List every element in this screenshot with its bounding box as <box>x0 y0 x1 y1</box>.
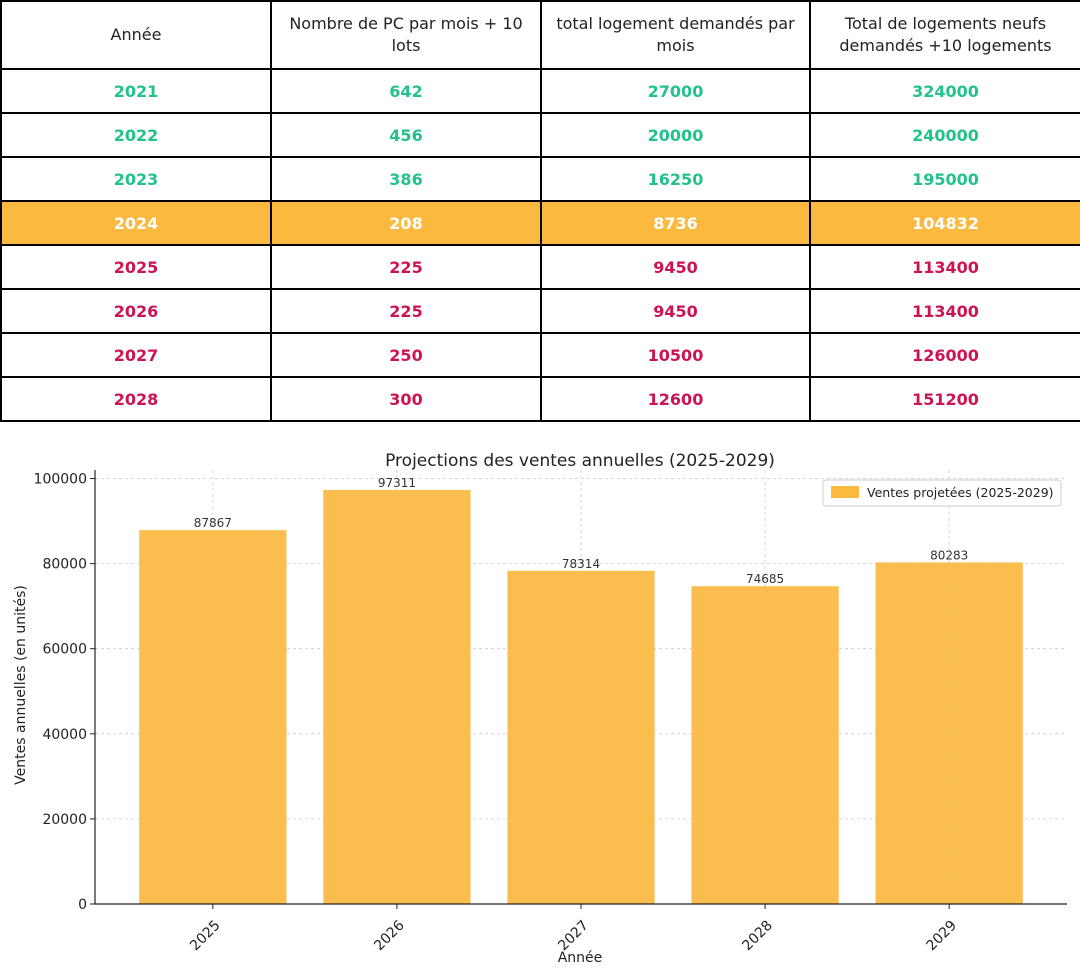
table-header-row: Année Nombre de PC par mois + 10 lots to… <box>0 0 1080 70</box>
header-pc-per-month: Nombre de PC par mois + 10 lots <box>270 0 542 70</box>
cell-new-housing-total: 240000 <box>809 112 1080 158</box>
bar-value-label: 80283 <box>930 548 968 562</box>
cell-new-housing-total: 113400 <box>809 244 1080 290</box>
bar-value-label: 74685 <box>746 572 784 586</box>
y-tick-label: 100000 <box>34 472 87 488</box>
bar-2025 <box>139 530 287 904</box>
cell-new-housing-total: 113400 <box>809 288 1080 334</box>
sales-chart-container: Projections des ventes annuelles (2025-2… <box>0 440 1080 974</box>
cell-year: 2025 <box>0 244 272 290</box>
cell-year: 2021 <box>0 68 272 114</box>
cell-new-housing-total: 104832 <box>809 200 1080 246</box>
x-tick-label: 2026 <box>371 917 408 954</box>
cell-housing-per-month: 10500 <box>540 332 811 378</box>
cell-pc-count: 250 <box>270 332 542 378</box>
cell-new-housing-total: 195000 <box>809 156 1080 202</box>
cell-pc-count: 642 <box>270 68 542 114</box>
cell-housing-per-month: 8736 <box>540 200 811 246</box>
bar-2029 <box>875 562 1023 904</box>
y-tick-label: 80000 <box>42 557 87 573</box>
legend-swatch <box>831 486 859 498</box>
bar-value-label: 97311 <box>378 476 416 490</box>
y-tick-label: 40000 <box>42 727 87 743</box>
x-axis-label: Année <box>558 950 603 966</box>
y-axis-label: Ventes annuelles (en unités) <box>13 585 29 785</box>
cell-pc-count: 225 <box>270 288 542 334</box>
cell-year: 2026 <box>0 288 272 334</box>
header-year: Année <box>0 0 272 70</box>
x-tick-label: 2025 <box>187 918 224 955</box>
cell-pc-count: 386 <box>270 156 542 202</box>
y-tick-label: 0 <box>78 897 87 913</box>
y-tick-label: 60000 <box>42 642 87 658</box>
legend-label: Ventes projetées (2025-2029) <box>867 485 1054 500</box>
x-tick-label: 2029 <box>923 918 960 955</box>
cell-housing-per-month: 9450 <box>540 288 811 334</box>
table-row: 2021 642 27000 324000 <box>0 68 1080 114</box>
table-row: 2022 456 20000 240000 <box>0 112 1080 158</box>
x-tick-label: 2027 <box>555 918 592 955</box>
cell-pc-count: 208 <box>270 200 542 246</box>
cell-new-housing-total: 151200 <box>809 376 1080 422</box>
cell-housing-per-month: 9450 <box>540 244 811 290</box>
table-row: 2027 250 10500 126000 <box>0 332 1080 378</box>
cell-new-housing-total: 126000 <box>809 332 1080 378</box>
cell-year: 2024 <box>0 200 272 246</box>
cell-housing-per-month: 12600 <box>540 376 811 422</box>
table-row: 2026 225 9450 113400 <box>0 288 1080 334</box>
cell-year: 2022 <box>0 112 272 158</box>
cell-pc-count: 225 <box>270 244 542 290</box>
housing-table: Année Nombre de PC par mois + 10 lots to… <box>0 0 1080 422</box>
table-row: 2025 225 9450 113400 <box>0 244 1080 290</box>
header-housing-per-month: total logement demandés par mois <box>540 0 811 70</box>
cell-pc-count: 456 <box>270 112 542 158</box>
y-tick-label: 20000 <box>42 812 87 828</box>
table-row: 2023 386 16250 195000 <box>0 156 1080 202</box>
cell-new-housing-total: 324000 <box>809 68 1080 114</box>
sales-bar-chart: Projections des ventes annuelles (2025-2… <box>13 451 1067 966</box>
table-row: 2028 300 12600 151200 <box>0 376 1080 422</box>
cell-year: 2023 <box>0 156 272 202</box>
cell-year: 2027 <box>0 332 272 378</box>
cell-pc-count: 300 <box>270 376 542 422</box>
bar-2027 <box>507 570 655 904</box>
cell-housing-per-month: 16250 <box>540 156 811 202</box>
bar-2028 <box>691 586 839 904</box>
cell-year: 2028 <box>0 376 272 422</box>
cell-housing-per-month: 20000 <box>540 112 811 158</box>
chart-legend: Ventes projetées (2025-2029) <box>822 479 1062 507</box>
header-new-housing-total: Total de logements neufs demandés +10 lo… <box>809 0 1080 70</box>
chart-title: Projections des ventes annuelles (2025-2… <box>385 451 775 471</box>
table-row: 2024 208 8736 104832 <box>0 200 1080 246</box>
bar-2026 <box>323 489 471 904</box>
x-tick-label: 2028 <box>739 918 776 955</box>
bar-value-label: 87867 <box>194 516 232 530</box>
cell-housing-per-month: 27000 <box>540 68 811 114</box>
housing-table-container: Année Nombre de PC par mois + 10 lots to… <box>0 0 1080 422</box>
bar-value-label: 78314 <box>562 557 600 571</box>
